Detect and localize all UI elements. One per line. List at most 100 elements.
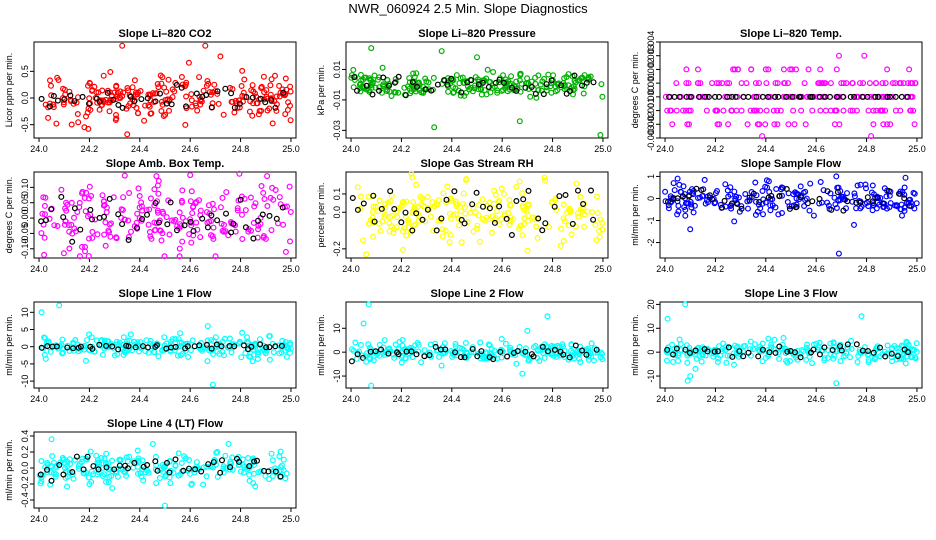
plot-title: Slope Line 1 Flow	[119, 288, 212, 300]
x-tick-label: 24.6	[493, 264, 511, 274]
data-point	[517, 179, 522, 184]
data-point	[194, 220, 199, 225]
data-point-black	[893, 95, 898, 100]
y-tick-label: -0.4	[20, 492, 30, 508]
data-point	[792, 122, 797, 127]
data-point	[739, 108, 744, 113]
data-point	[446, 89, 451, 94]
outlier-point	[366, 302, 371, 307]
data-point	[764, 81, 769, 86]
outlier-point	[859, 314, 864, 319]
x-tick-label: 24.4	[443, 144, 461, 154]
data-point	[240, 212, 245, 217]
data-point	[492, 201, 497, 206]
outlier-point	[203, 43, 208, 48]
x-tick-label: 24.8	[544, 394, 562, 404]
data-point	[490, 230, 495, 235]
plot-title: Slope Li–820 Temp.	[740, 28, 842, 40]
data-point	[478, 239, 483, 244]
x-tick-label: 24.8	[232, 264, 250, 274]
data-point	[135, 211, 140, 216]
data-point	[903, 175, 908, 180]
plot-title: Slope Li–820 Pressure	[418, 28, 535, 40]
data-point	[504, 341, 509, 346]
data-point-black	[474, 190, 479, 195]
data-point	[425, 195, 430, 200]
data-point	[183, 123, 188, 128]
data-point	[753, 180, 758, 185]
data-point	[774, 187, 779, 192]
data-point	[43, 204, 48, 209]
series-points	[663, 53, 918, 138]
data-point	[522, 216, 527, 221]
data-point	[670, 122, 675, 127]
x-tick-label: 24.6	[807, 144, 825, 154]
y-tick-label: -1	[646, 217, 656, 225]
x-tick-label: 24.0	[30, 144, 48, 154]
data-point-black	[810, 199, 815, 204]
y-tick-label: -0.2	[20, 476, 30, 492]
data-point	[142, 118, 147, 123]
data-point-black	[350, 196, 355, 201]
data-point	[288, 118, 293, 123]
data-point	[242, 77, 247, 82]
y-tick-label: -2	[646, 239, 656, 247]
outlier-point	[520, 371, 525, 376]
x-tick-label: 24.6	[493, 394, 511, 404]
plot-p4: Slope Amb. Box Temp. 24.0 24.2 24.4 24.6 24.8…	[4, 158, 300, 274]
data-point	[250, 83, 255, 88]
y-tick-label: -0.2	[332, 241, 342, 257]
data-point	[240, 69, 245, 74]
data-point	[39, 459, 44, 464]
data-point	[912, 122, 917, 127]
data-point	[558, 244, 563, 249]
data-point	[223, 453, 228, 458]
data-point	[137, 194, 142, 199]
x-tick-label: 24.8	[232, 514, 250, 524]
data-point	[507, 198, 512, 203]
data-point	[676, 359, 681, 364]
data-point	[757, 81, 762, 86]
data-point	[743, 192, 748, 197]
data-point	[499, 186, 504, 191]
data-point	[824, 108, 829, 113]
data-point	[133, 78, 138, 83]
y-axis-label: degrees C per min.	[630, 52, 640, 129]
y-axis-label: ml/min per min.	[4, 314, 14, 376]
data-point	[95, 232, 100, 237]
data-point	[134, 106, 139, 111]
data-point	[684, 67, 689, 72]
data-point	[760, 359, 765, 364]
data-point-black	[756, 354, 761, 359]
data-point	[858, 182, 863, 187]
x-tick-label: 24.6	[807, 264, 825, 274]
data-point	[761, 212, 766, 217]
data-point	[404, 233, 409, 238]
data-point	[101, 352, 106, 357]
data-point	[86, 475, 91, 480]
data-point	[198, 208, 203, 213]
data-point-black	[399, 220, 404, 225]
data-point	[180, 215, 185, 220]
data-point	[491, 70, 496, 75]
data-point	[475, 226, 480, 231]
data-point-black	[90, 217, 95, 222]
x-tick-label: 24.2	[81, 394, 99, 404]
data-point	[509, 74, 514, 79]
data-point	[355, 185, 360, 190]
data-point	[189, 240, 194, 245]
y-tick-label: 0	[646, 196, 656, 201]
data-point-black	[350, 359, 355, 364]
y-tick-label: 0.10	[20, 179, 30, 197]
data-point	[578, 195, 583, 200]
data-point	[90, 230, 95, 235]
series-points	[663, 174, 919, 256]
data-point-black	[145, 212, 150, 217]
y-tick-label: -0.5	[20, 117, 30, 133]
data-point	[871, 122, 876, 127]
data-point	[542, 175, 547, 180]
outlier-point	[688, 374, 693, 379]
x-tick-label: 24.2	[707, 264, 725, 274]
x-tick-label: 24.6	[181, 514, 199, 524]
x-tick-label: 24.6	[181, 394, 199, 404]
